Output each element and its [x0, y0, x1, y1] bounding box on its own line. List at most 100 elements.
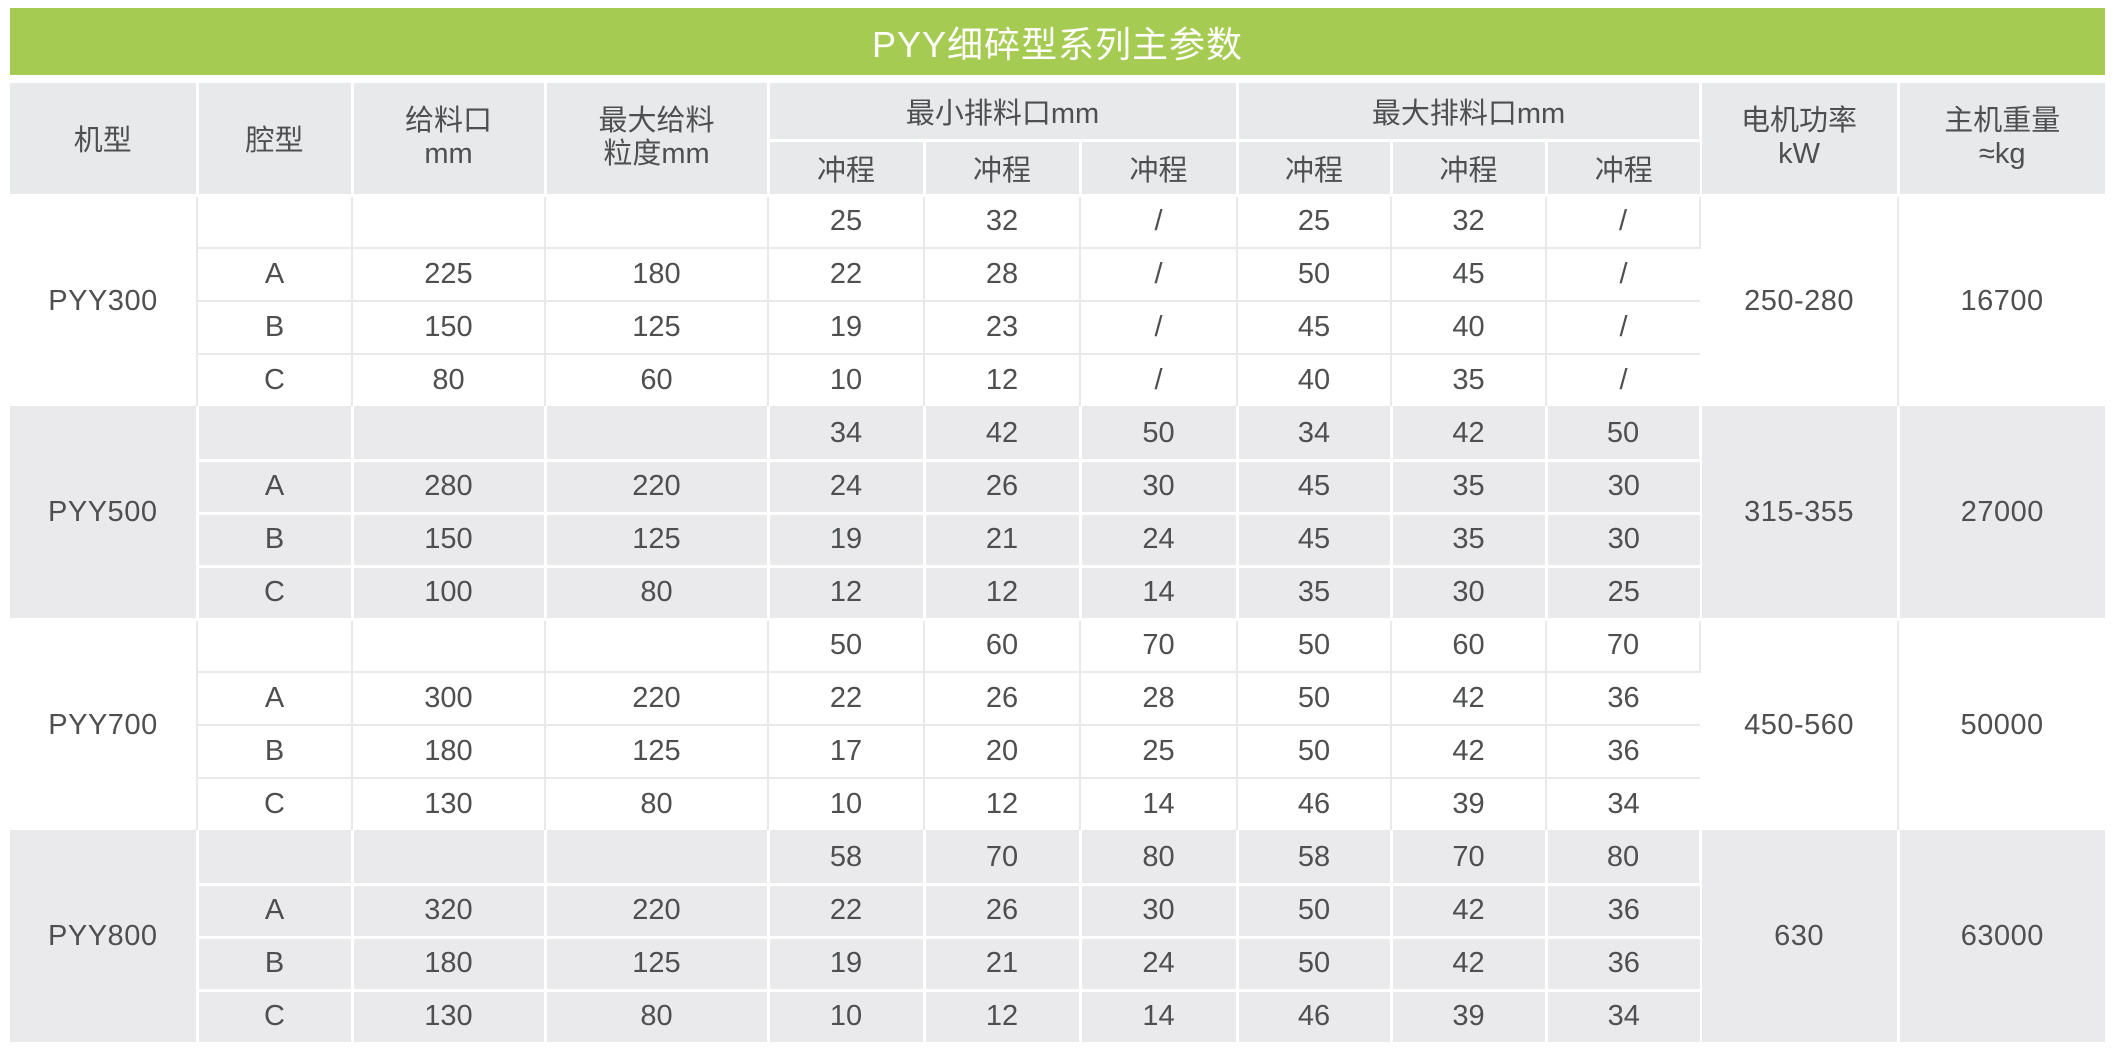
cell-max-discharge-stroke: 70 [1391, 831, 1548, 886]
cell-min-discharge-stroke: 30 [1080, 884, 1239, 939]
header-row-groups: 机型 腔型 给料口 mm 最大给料 粒度mm 最小排料口mm 最大排料口mm 电… [10, 83, 2106, 197]
table-title: PYY细碎型系列主参数 [871, 23, 1244, 65]
cell-max-discharge-stroke: 42 [1391, 672, 1548, 726]
cell-max-discharge-stroke: 42 [1391, 884, 1548, 939]
cell-min-discharge-stroke: 23 [924, 301, 1081, 355]
cell-min-discharge-stroke: 17 [768, 725, 925, 779]
cell-cavity: B [197, 725, 353, 779]
cell-min-discharge-stroke: 58 [768, 831, 926, 886]
cell-cavity: A [197, 884, 354, 939]
cell-max-discharge-stroke: 34 [1237, 407, 1393, 462]
cell-min-discharge-stroke: 10 [768, 354, 925, 408]
cell-min-discharge-stroke: 24 [1080, 513, 1239, 568]
cell-max-discharge-stroke: 50 [1237, 725, 1393, 779]
cell-cavity [197, 619, 353, 673]
table-row: A 300 220 22 26 28 50 42 36 [10, 672, 2105, 726]
cell-min-discharge-stroke: 24 [1080, 937, 1239, 992]
cell-max-discharge-stroke: 60 [1391, 619, 1548, 673]
cell-min-discharge-stroke: 26 [924, 672, 1081, 726]
table-row: C 100 80 12 12 14 35 30 25 [10, 566, 2105, 621]
cell-min-discharge-stroke: 10 [768, 990, 926, 1045]
col-header-stroke: 冲程 [1391, 140, 1548, 197]
table-row: PYY700 50 60 70 50 60 70 450-560 50000 [10, 619, 2106, 832]
cell-cavity: C [197, 778, 353, 832]
cell-max-discharge-stroke: 70 [1546, 619, 1702, 673]
cell-min-discharge-stroke: 50 [768, 619, 925, 673]
cell-min-discharge-stroke: 20 [924, 725, 1081, 779]
cell-max-discharge-stroke: 34 [1546, 778, 1701, 832]
table-row: B 150 125 19 21 24 45 35 30 [10, 513, 2105, 568]
cell-max-discharge-stroke: / [1546, 248, 1701, 302]
table-header: 机型 腔型 给料口 mm 最大给料 粒度mm 最小排料口mm 最大排料口mm 电… [10, 83, 2106, 197]
cell-feed-opening: 100 [352, 566, 547, 621]
cell-max-discharge-stroke: 45 [1237, 301, 1393, 355]
cell-max-feed-size: 125 [545, 513, 770, 568]
cell-max-discharge-stroke: 36 [1546, 937, 1701, 992]
table-row: C 80 60 10 12/40 35/ [10, 354, 2105, 408]
cell-min-discharge-stroke: 28 [924, 248, 1081, 302]
cell-max-discharge-stroke: / [1546, 354, 1701, 408]
cell-cavity: A [197, 672, 353, 726]
cell-min-discharge-stroke: 10 [768, 778, 925, 832]
cell-feed-opening: 130 [352, 778, 546, 832]
table-row: PYY300 25 32/25 32/250-280 16700 [10, 195, 2106, 408]
col-header-max-feed-size: 最大给料 粒度mm [545, 83, 770, 197]
cell-min-discharge-stroke: 19 [768, 937, 926, 992]
cell-feed-opening: 300 [352, 672, 546, 726]
cell-feed-opening: 320 [352, 884, 547, 939]
cell-max-discharge-stroke: 35 [1391, 354, 1548, 408]
col-header-stroke: 冲程 [1080, 140, 1239, 197]
cell-max-discharge-stroke: 25 [1237, 195, 1393, 249]
cell-max-discharge-stroke: 46 [1237, 990, 1393, 1045]
cell-min-discharge-stroke: 14 [1080, 566, 1239, 621]
cell-feed-opening: 180 [352, 725, 546, 779]
cell-min-discharge-stroke: / [1080, 248, 1239, 302]
cell-max-feed-size: 220 [545, 672, 769, 726]
table-row: B 180 125 19 21 24 50 42 36 [10, 937, 2105, 992]
cell-feed-opening: 180 [352, 937, 547, 992]
cell-max-discharge-stroke: 46 [1237, 778, 1393, 832]
cell-max-feed-size: 80 [545, 778, 769, 832]
cell-motor-power: 250-280 [1700, 195, 1900, 408]
cell-max-feed-size: 125 [545, 937, 770, 992]
cell-min-discharge-stroke: 30 [1080, 460, 1239, 515]
cell-max-feed-size: 125 [545, 301, 769, 355]
table-row: PYY500 34 42 50 34 42 50 315-355 27000 [10, 407, 2106, 621]
col-header-max-discharge-group: 最大排料口mm [1237, 83, 1702, 142]
cell-max-discharge-stroke: 30 [1546, 460, 1701, 515]
cell-min-discharge-stroke: 24 [768, 460, 926, 515]
cell-min-discharge-stroke: 19 [768, 301, 925, 355]
cell-max-discharge-stroke: 50 [1237, 672, 1393, 726]
cell-max-discharge-stroke: 36 [1546, 884, 1701, 939]
cell-cavity: C [197, 566, 354, 621]
spec-table: 机型 腔型 给料口 mm 最大给料 粒度mm 最小排料口mm 最大排料口mm 电… [10, 83, 2106, 1045]
cell-feed-opening [352, 619, 546, 673]
cell-max-discharge-stroke: 42 [1391, 725, 1548, 779]
cell-weight: 63000 [1898, 831, 2106, 1045]
cell-feed-opening [352, 195, 546, 249]
table-body: PYY300 25 32/25 32/250-280 16700 A 225 180 22 28/… [10, 195, 2106, 1045]
cell-max-discharge-stroke: 34 [1546, 990, 1701, 1045]
cell-max-feed-size: 60 [545, 354, 769, 408]
cell-max-discharge-stroke: 30 [1391, 566, 1548, 621]
cell-model: PYY500 [10, 407, 199, 621]
cell-cavity: C [197, 990, 354, 1045]
col-header-stroke: 冲程 [924, 140, 1082, 197]
cell-max-discharge-stroke: 45 [1391, 248, 1548, 302]
cell-max-feed-size: 80 [545, 566, 770, 621]
cell-max-feed-size [545, 195, 769, 249]
cell-min-discharge-stroke: 25 [768, 195, 925, 249]
cell-max-feed-size: 220 [545, 460, 770, 515]
table-row: C 130 80 10 12 14 46 39 34 [10, 990, 2105, 1045]
cell-max-feed-size [545, 831, 770, 886]
cell-max-discharge-stroke: 36 [1546, 672, 1701, 726]
col-header-stroke: 冲程 [768, 140, 926, 197]
cell-max-feed-size [545, 407, 770, 462]
cell-cavity [197, 831, 354, 886]
cell-weight: 16700 [1898, 195, 2106, 408]
cell-cavity: A [197, 248, 353, 302]
cell-min-discharge-stroke: 21 [924, 937, 1082, 992]
cell-weight: 27000 [1898, 407, 2106, 621]
cell-min-discharge-stroke: / [1080, 301, 1239, 355]
cell-max-discharge-stroke: 45 [1237, 513, 1393, 568]
